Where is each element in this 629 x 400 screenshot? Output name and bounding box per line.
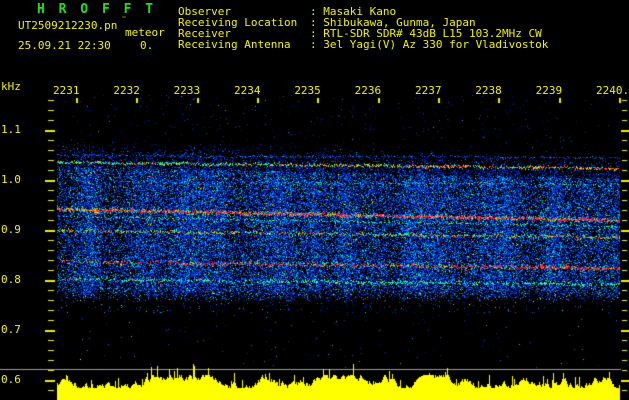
time-tick-label-2234: 2234	[233, 84, 261, 97]
time-tick-label-2237: 2237	[414, 84, 442, 97]
time-tick-label-2236: 2236	[354, 84, 382, 97]
freq-tick-label-0.7: 0.7	[1, 323, 21, 336]
field-value-receiving-antenna: : 3el Yagi(V) Az 330 for Vladivostok	[310, 38, 549, 51]
station-label: meteor	[125, 26, 165, 39]
time-tick-label-2232: 2232	[113, 84, 140, 97]
time-tick-label-2233: 2233	[173, 84, 201, 97]
field-label-observer: Observer	[178, 5, 231, 18]
app-title: H R O F F T	[37, 2, 157, 17]
field-label-receiving-antenna: Receiving Antenna	[178, 38, 291, 51]
filename-overlay-mark: ¨	[121, 16, 128, 27]
time-tick-label-2231: 2231	[53, 84, 80, 97]
freq-tick-label-0.6: 0.6	[1, 373, 21, 386]
freq-tick-label-0.9: 0.9	[1, 223, 21, 236]
counter-label: 0.	[140, 39, 154, 52]
field-label-receiving-location: Receiving Location	[178, 16, 298, 29]
time-tick-label-2240: 2240.	[595, 84, 629, 97]
freq-unit-label: kHz	[1, 80, 21, 93]
filename-label: UT2509212230.pn	[18, 19, 118, 32]
time-tick-label-2239: 2239	[535, 84, 563, 97]
freq-tick-label-0.8: 0.8	[1, 273, 21, 286]
datetime-label: 25.09.21 22:30	[18, 39, 111, 52]
field-label-receiver: Receiver	[178, 27, 231, 40]
freq-tick-label-1.0: 1.0	[1, 173, 21, 186]
field-value-receiver: : RTL-SDR SDR# 43dB L15 103.2MHz CW	[310, 27, 542, 40]
time-tick-label-2235: 2235	[294, 84, 321, 97]
field-value-observer: : Masaki Kano	[310, 5, 397, 18]
time-tick-label-2238: 2238	[475, 84, 502, 97]
freq-tick-label-1.1: 1.1	[1, 123, 21, 136]
field-value-receiving-location: : Shibukawa, Gunma, Japan	[310, 16, 476, 29]
